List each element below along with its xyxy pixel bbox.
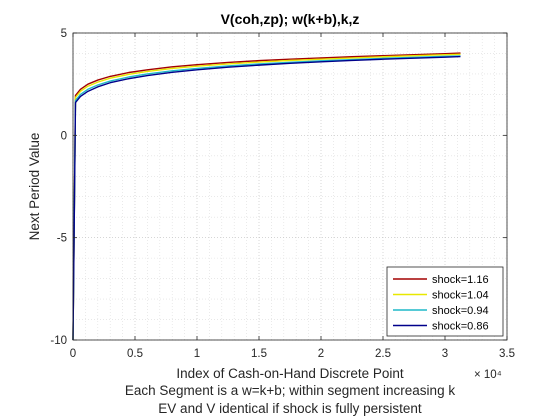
x-tick-label: 3: [442, 348, 448, 360]
x-axis-label-line-2: Each Segment is a w=k+b; within segment …: [125, 383, 455, 398]
series-line-0: [72, 52, 461, 341]
y-tick-label: -10: [50, 335, 67, 347]
x-tick-label: 1.5: [251, 348, 267, 360]
ticks: 0 0.5 1 1.5 2 2.5 3 3.5 -10 -5 0 5: [50, 28, 515, 360]
x-tick-label: 3.5: [499, 348, 515, 360]
legend-label: shock=0.86: [432, 321, 489, 333]
y-tick-label: -5: [57, 233, 67, 245]
axes-box: [72, 32, 508, 341]
series-line-2: [72, 55, 461, 341]
x-axis-label-line-3: EV and V identical if shock is fully per…: [158, 401, 422, 416]
y-tick-label: 0: [61, 130, 67, 142]
series-layer: [72, 52, 461, 341]
legend: shock=1.16 shock=1.04 shock=0.94 shock=0.86: [386, 266, 504, 337]
series-line-3: [72, 55, 461, 341]
y-axis-label: Next Period Value: [27, 133, 42, 241]
chart-title: V(coh,zp); w(k+b),k,z: [221, 11, 360, 27]
legend-label: shock=0.94: [432, 305, 489, 317]
x-tick-label: 1: [194, 348, 200, 360]
x-tick-label: 2.5: [375, 348, 391, 360]
series-line-1: [72, 53, 461, 341]
x-tick-label: 0: [70, 348, 76, 360]
y-tick-label: 5: [61, 28, 67, 40]
x-axis-label: Index of Cash-on-Hand Discrete Point: [176, 366, 404, 381]
x-axis-exponent: × 10⁴: [474, 369, 502, 381]
x-tick-label: 0.5: [127, 348, 143, 360]
legend-entries: shock=1.16 shock=1.04 shock=0.94 shock=0.86: [393, 274, 489, 333]
x-tick-label: 2: [318, 348, 324, 360]
legend-label: shock=1.16: [432, 274, 489, 286]
legend-label: shock=1.04: [432, 290, 489, 302]
